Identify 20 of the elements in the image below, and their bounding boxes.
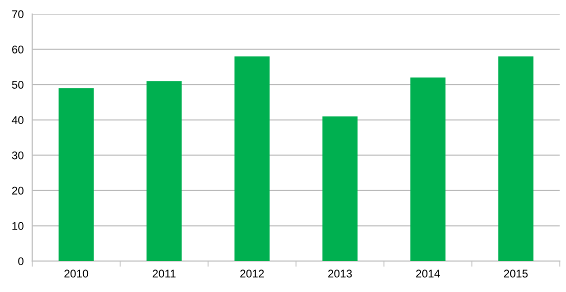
bar (498, 56, 534, 262)
y-tick-label: 70 (12, 10, 24, 18)
x-tick-label: 2013 (328, 270, 352, 278)
bar (322, 116, 358, 262)
x-tick-label: 2010 (64, 270, 88, 278)
bar (410, 78, 446, 262)
y-tick-label: 10 (12, 222, 24, 230)
y-tick-label: 20 (12, 186, 24, 195)
x-tick-label: 2011 (152, 270, 176, 278)
y-tick-label: 40 (12, 116, 24, 124)
y-tick-label: 30 (12, 151, 24, 160)
y-tick-label: 60 (12, 46, 24, 54)
y-tick-label: 50 (12, 80, 24, 89)
bar (146, 81, 182, 262)
x-tick-label: 2014 (416, 270, 440, 278)
y-tick-label: 0 (18, 257, 24, 266)
x-tick-label: 2015 (504, 270, 528, 278)
x-tick-label: 2012 (240, 270, 264, 278)
bar (234, 56, 270, 262)
bar (58, 88, 94, 262)
